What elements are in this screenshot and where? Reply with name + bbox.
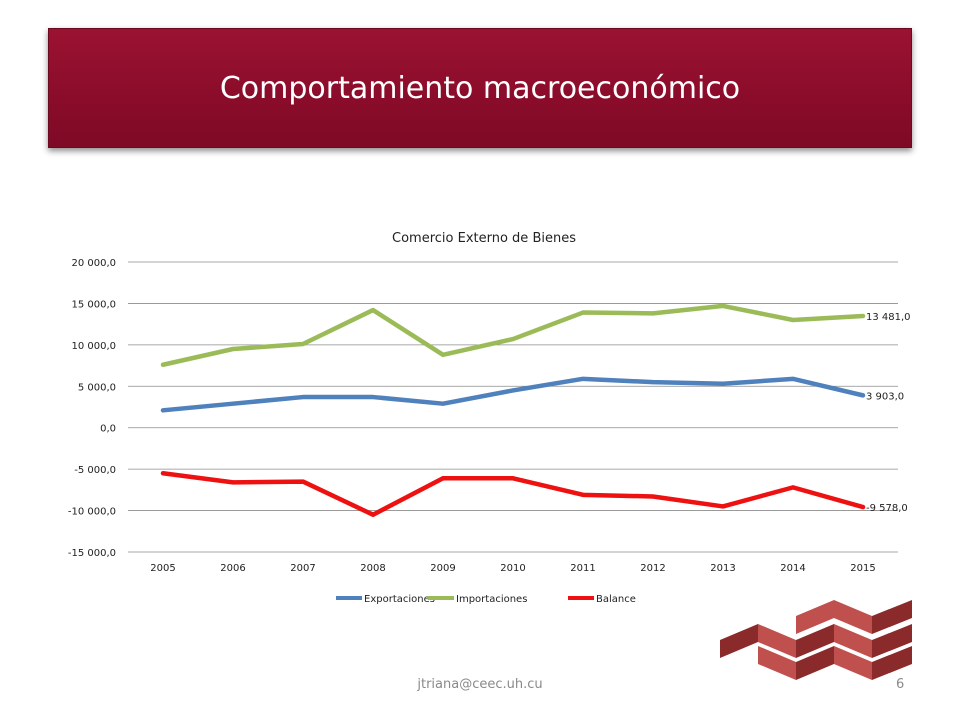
data-point-importaciones — [861, 314, 865, 319]
x-tick-label: 2010 — [500, 563, 525, 574]
y-tick-label: -10 000,0 — [68, 507, 116, 518]
data-point-exportaciones — [861, 393, 865, 398]
data-point-exportaciones — [231, 401, 235, 406]
data-point-importaciones — [301, 342, 305, 347]
logo-band-right — [796, 600, 912, 680]
data-point-importaciones — [721, 303, 725, 308]
data-point-balance — [651, 494, 655, 499]
x-tick-label: 2011 — [570, 563, 595, 574]
data-point-exportaciones — [721, 381, 725, 386]
y-tick-label: 5 000,0 — [78, 382, 116, 393]
data-point-balance — [581, 492, 585, 497]
series-line-exportaciones — [160, 376, 866, 413]
chart-gridlines — [128, 261, 898, 553]
chart-legend: Exportaciones Importaciones Balance — [336, 594, 636, 605]
chart-title: Comercio Externo de Bienes — [392, 231, 576, 246]
data-point-exportaciones — [441, 401, 445, 406]
series-end-labels: 3 903,0 13 481,0 -9 578,0 — [866, 312, 911, 514]
x-tick-label: 2006 — [220, 563, 245, 574]
legend-label-importaciones: Importaciones — [456, 594, 527, 605]
data-point-balance — [161, 471, 165, 476]
end-label-importaciones: 13 481,0 — [866, 312, 911, 323]
page-number: 6 — [896, 677, 905, 692]
data-point-balance — [231, 480, 235, 485]
slide-title: Comportamiento macroeconómico — [219, 70, 741, 106]
data-point-importaciones — [371, 308, 375, 313]
x-tick-label: 2009 — [430, 563, 455, 574]
y-tick-label: -15 000,0 — [68, 548, 116, 559]
x-tick-label: 2008 — [360, 563, 385, 574]
y-axis-tick-labels: 20 000,0 15 000,0 10 000,0 5 000,0 0,0 -5 000… — [68, 258, 116, 559]
data-point-importaciones — [651, 311, 655, 316]
data-point-balance — [861, 505, 865, 510]
x-axis-tick-labels: 2005 2006 2007 2008 2009 2010 2011 2012 2013 2014… — [150, 563, 875, 574]
series-lines — [160, 303, 866, 517]
data-point-balance — [791, 485, 795, 490]
x-tick-label: 2014 — [780, 563, 805, 574]
y-tick-label: 0,0 — [100, 424, 116, 435]
end-label-exportaciones: 3 903,0 — [866, 391, 904, 402]
x-tick-label: 2012 — [640, 563, 665, 574]
data-point-exportaciones — [581, 376, 585, 381]
trade-line-chart: Comercio Externo de Bienes 20 000,0 15 00… — [68, 231, 911, 605]
x-tick-label: 2013 — [710, 563, 735, 574]
x-tick-label: 2005 — [150, 563, 175, 574]
data-point-exportaciones — [511, 388, 515, 393]
legend-label-balance: Balance — [596, 594, 636, 605]
y-tick-label: 20 000,0 — [71, 258, 116, 269]
data-point-exportaciones — [301, 395, 305, 400]
data-point-exportaciones — [371, 395, 375, 400]
legend-label-exportaciones: Exportaciones — [364, 594, 435, 605]
data-point-balance — [301, 479, 305, 484]
ceec-logo-icon — [720, 600, 912, 680]
data-point-importaciones — [791, 318, 795, 322]
series-line-importaciones — [160, 303, 866, 367]
data-point-importaciones — [581, 310, 585, 315]
data-point-balance — [511, 476, 515, 481]
x-tick-label: 2015 — [850, 563, 875, 574]
y-tick-label: 15 000,0 — [71, 299, 116, 310]
data-point-importaciones — [511, 337, 515, 342]
data-point-exportaciones — [651, 380, 655, 385]
end-label-balance: -9 578,0 — [866, 503, 908, 514]
data-point-balance — [371, 512, 375, 517]
data-point-exportaciones — [161, 408, 165, 413]
data-point-importaciones — [441, 352, 445, 357]
logo-band-left — [720, 624, 834, 680]
y-tick-label: -5 000,0 — [74, 465, 116, 476]
data-point-balance — [441, 476, 445, 481]
x-tick-label: 2007 — [290, 563, 315, 574]
data-point-exportaciones — [791, 376, 795, 381]
title-banner: Comportamiento macroeconómico — [48, 28, 912, 148]
y-tick-label: 10 000,0 — [71, 341, 116, 352]
footer-email: jtriana@ceec.uh.cu — [417, 677, 543, 692]
data-point-importaciones — [231, 347, 235, 351]
data-point-importaciones — [161, 362, 165, 367]
data-point-balance — [721, 504, 725, 509]
